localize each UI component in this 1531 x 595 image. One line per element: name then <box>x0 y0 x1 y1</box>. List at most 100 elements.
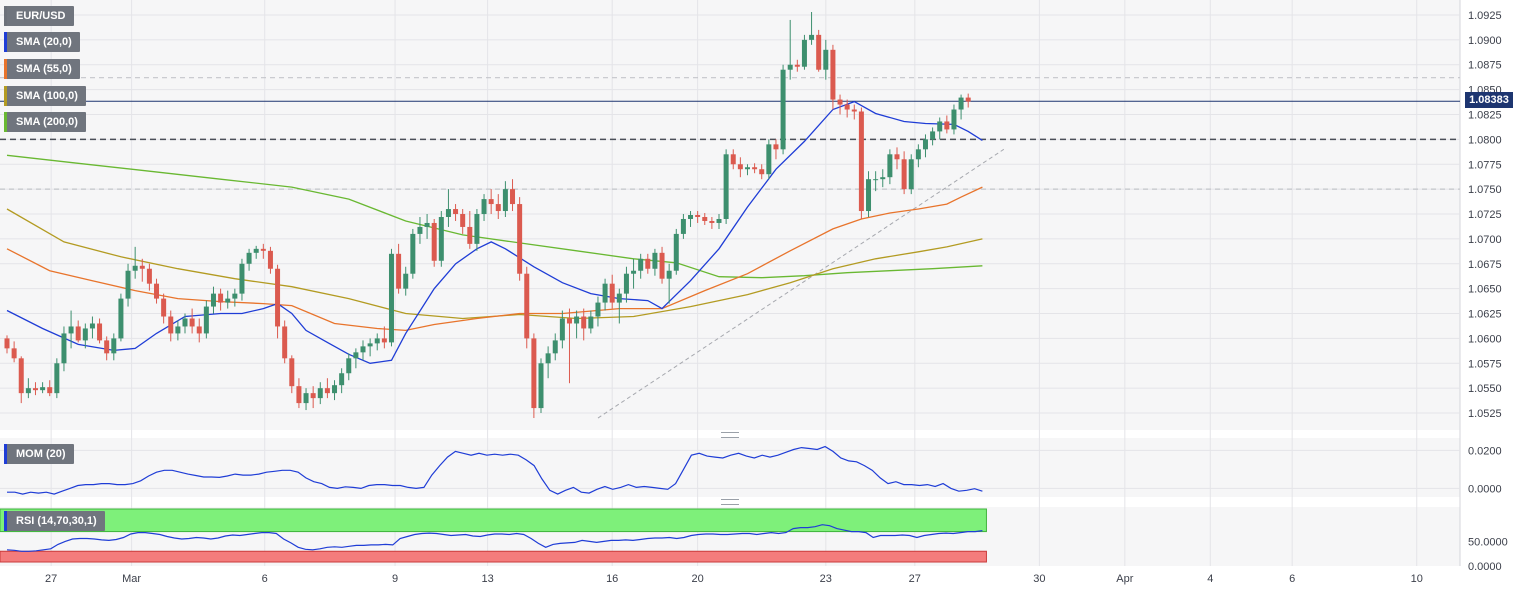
price-axis[interactable]: 1.09251.09001.08751.08501.08251.08001.07… <box>1468 10 1502 420</box>
candle-body <box>780 69 786 150</box>
candle-body <box>937 121 943 132</box>
legend-rsi[interactable]: RSI (14,70,30,1) <box>4 511 105 531</box>
candle-body <box>730 154 736 165</box>
candle-body <box>353 352 359 359</box>
candle-body <box>566 318 572 324</box>
candle-body <box>922 139 928 150</box>
candle-body <box>210 293 216 307</box>
rsi-tick-label: 0.0000 <box>1468 561 1502 573</box>
candle-body <box>40 387 46 391</box>
candle-body <box>403 273 409 289</box>
legend-symbol-label: EUR/USD <box>16 10 66 22</box>
panel-resize-handle-rsi[interactable] <box>721 499 739 505</box>
candle-body <box>951 109 957 130</box>
candle-body <box>460 214 466 227</box>
candle-body <box>303 393 309 404</box>
date-tick-label: 9 <box>392 573 398 585</box>
candle-body <box>702 216 708 221</box>
date-axis[interactable]: 27 Mar 6 9 13 16 20 23 27 30 Apr 4 6 10 <box>45 573 1423 585</box>
candle-body <box>545 353 551 364</box>
date-tick-label: 6 <box>1289 573 1295 585</box>
price-tick-label: 1.0650 <box>1468 284 1502 296</box>
main-price-panel[interactable] <box>0 0 1460 430</box>
rsi-line <box>6 524 983 552</box>
date-tick-label: 4 <box>1207 573 1213 585</box>
mom-series-line <box>7 445 983 495</box>
date-tick-label: 30 <box>1033 573 1045 585</box>
candle-body <box>588 316 594 329</box>
candle-body <box>253 248 259 253</box>
candle-body <box>275 268 281 327</box>
candle-body <box>18 358 24 394</box>
candle-body <box>324 388 330 394</box>
candle-body <box>139 265 145 269</box>
date-tick-label: 13 <box>481 573 493 585</box>
candle-body <box>296 386 302 404</box>
legend-swatch-sma-200 <box>4 112 7 132</box>
candle-body <box>61 333 67 364</box>
candle-body <box>445 209 451 217</box>
candle-body <box>965 97 971 102</box>
candle-body <box>481 199 487 215</box>
candle-body <box>89 323 95 329</box>
rsi-axis: 50.0000 0.0000 <box>1468 536 1508 573</box>
candle-body <box>844 104 850 110</box>
candle-body <box>752 167 758 170</box>
candle-body <box>246 252 252 264</box>
candle-body <box>118 298 124 339</box>
candle-body <box>218 293 224 303</box>
sma-55-line <box>6 186 983 332</box>
candle-body <box>552 340 558 354</box>
candle-body <box>424 222 430 227</box>
legend-mom[interactable]: MOM (20) <box>4 444 74 464</box>
candle-body <box>944 121 950 130</box>
candle-body <box>417 226 423 234</box>
candle-body <box>182 318 188 327</box>
candle-body <box>154 283 160 299</box>
candle-body <box>858 111 864 212</box>
price-tick-label: 1.0825 <box>1468 109 1502 121</box>
legend-sma-55[interactable]: SMA (55,0) <box>4 59 80 79</box>
candle-body <box>538 363 544 409</box>
candle-body <box>574 316 580 324</box>
candle-body <box>346 358 352 374</box>
legend-symbol[interactable]: EUR/USD <box>4 6 74 26</box>
price-tick-label: 1.0675 <box>1468 259 1502 271</box>
candle-body <box>360 346 366 353</box>
candle-body <box>310 393 316 399</box>
candle-body <box>709 220 715 223</box>
candlesticks[interactable] <box>4 11 971 419</box>
candle-body <box>801 39 807 67</box>
candle-body <box>894 154 900 160</box>
panel-resize-handle-mom[interactable] <box>721 432 739 438</box>
candle-body <box>659 252 665 279</box>
rsi-zones <box>0 508 987 563</box>
legend-swatch-rsi <box>4 511 7 531</box>
candle-body <box>866 179 872 212</box>
mom-panel[interactable] <box>0 438 1460 497</box>
price-tick-label: 1.0750 <box>1468 184 1502 196</box>
candle-body <box>773 144 779 150</box>
legend-rsi-label: RSI (14,70,30,1) <box>16 515 97 527</box>
candle-body <box>54 363 60 394</box>
legend-sma-200-label: SMA (200,0) <box>16 116 78 128</box>
rsi-oversold-zone <box>0 550 987 563</box>
candle-body <box>695 215 701 217</box>
candle-body <box>517 204 523 274</box>
candle-body <box>467 226 473 244</box>
legend-sma-200[interactable]: SMA (200,0) <box>4 112 86 132</box>
candle-body <box>289 358 295 387</box>
candle-body <box>367 343 373 347</box>
legend-sma-20-label: SMA (20,0) <box>16 36 72 48</box>
candle-body <box>189 318 195 327</box>
price-tick-label: 1.0775 <box>1468 159 1502 171</box>
price-tick-label: 1.0550 <box>1468 383 1502 395</box>
candle-body <box>410 233 416 274</box>
candle-body <box>125 270 131 299</box>
legend-sma-20[interactable]: SMA (20,0) <box>4 32 80 52</box>
legend-sma-100[interactable]: SMA (100,0) <box>4 86 86 106</box>
candle-body <box>175 326 181 334</box>
candle-body <box>68 326 74 334</box>
